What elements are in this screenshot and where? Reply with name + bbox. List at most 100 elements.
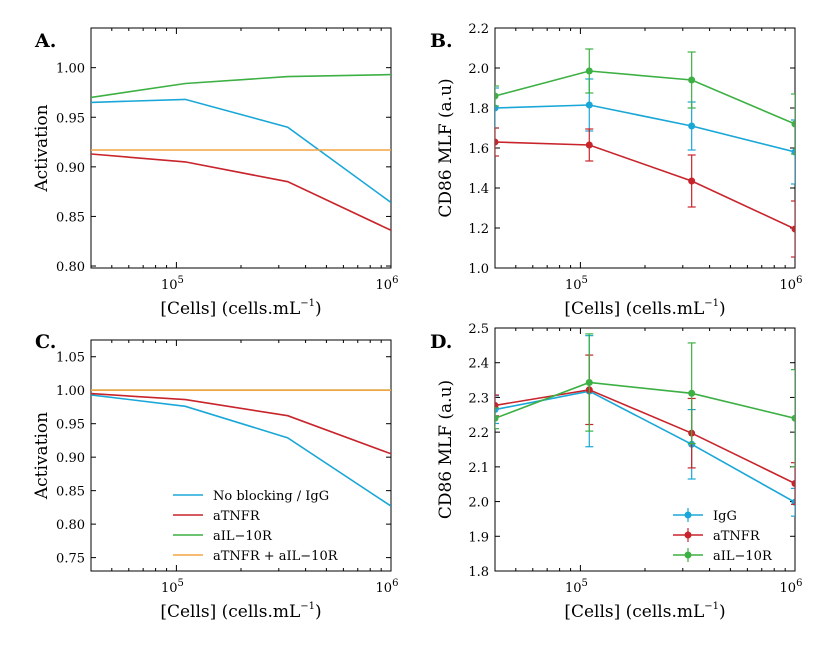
y-tick-label: 1.8 bbox=[468, 102, 489, 117]
legend-item: aIL−10R bbox=[173, 529, 273, 544]
x-axis-label: [Cells] (cells.mL−1) bbox=[564, 298, 725, 319]
x-axis-label: [Cells] (cells.mL−1) bbox=[160, 601, 321, 622]
data-point bbox=[791, 480, 795, 488]
x-axis-label-exp: −1 bbox=[300, 601, 315, 612]
legend-label: aTNFR + aIL−10R bbox=[213, 549, 339, 564]
x-axis-label-tail: ) bbox=[315, 299, 322, 319]
data-point bbox=[585, 141, 593, 149]
x-tick-base: 10 bbox=[780, 278, 797, 293]
series-line bbox=[91, 392, 391, 455]
legend-label: aTNFR bbox=[213, 509, 261, 524]
x-tick-base: 10 bbox=[565, 278, 582, 293]
legend-item: aTNFR bbox=[673, 528, 761, 544]
series-line bbox=[91, 153, 391, 232]
data-point bbox=[688, 122, 696, 130]
x-tick-exponent: 6 bbox=[796, 578, 802, 589]
y-tick-label: 1.6 bbox=[468, 142, 489, 157]
data-point bbox=[791, 225, 795, 233]
plot-area bbox=[91, 389, 391, 507]
series-line bbox=[495, 70, 795, 125]
x-tick-label: 106 bbox=[780, 578, 803, 596]
panel-label: A. bbox=[34, 30, 56, 52]
x-axis-label-exp: −1 bbox=[704, 298, 719, 309]
x-axis-label-exp: −1 bbox=[300, 298, 315, 309]
series-ail-10r bbox=[91, 73, 391, 99]
series-line bbox=[495, 388, 795, 485]
plot-area bbox=[495, 333, 795, 517]
y-tick-label: 1.05 bbox=[56, 351, 85, 366]
legend-item: aTNFR bbox=[173, 509, 261, 524]
x-axis-label-tail: ) bbox=[315, 602, 322, 622]
plot-area bbox=[495, 48, 795, 258]
y-tick-label: 1.00 bbox=[56, 384, 85, 399]
legend: IgG aTNFR aIL−10R bbox=[673, 508, 773, 564]
x-tick-label: 105 bbox=[161, 275, 184, 293]
y-tick-label: 2.2 bbox=[468, 22, 489, 37]
y-tick-label: 0.90 bbox=[56, 451, 85, 466]
x-axis-label: [Cells] (cells.mL−1) bbox=[160, 298, 321, 319]
legend-label: aIL−10R bbox=[213, 529, 273, 544]
x-tick-label: 106 bbox=[376, 578, 399, 596]
x-tick-label: 105 bbox=[161, 578, 184, 596]
y-axis-label: CD86 MLF (a.u) bbox=[436, 78, 456, 217]
x-tick-exponent: 6 bbox=[392, 578, 398, 589]
series-no-blocking-igg bbox=[91, 98, 391, 204]
x-tick-exponent: 6 bbox=[392, 275, 398, 286]
data-point bbox=[495, 401, 499, 409]
data-point bbox=[495, 414, 499, 422]
series-line bbox=[495, 104, 795, 153]
y-tick-label: 1.2 bbox=[468, 222, 489, 237]
y-tick-label: 0.85 bbox=[56, 485, 85, 500]
series-line bbox=[91, 394, 391, 507]
x-tick-base: 10 bbox=[565, 581, 582, 596]
x-tick-label: 105 bbox=[565, 578, 588, 596]
y-axis-label: Activation bbox=[32, 104, 52, 192]
legend-item: aTNFR + aIL−10R bbox=[173, 549, 339, 564]
y-tick-label: 2.3 bbox=[468, 391, 489, 406]
x-axis-label-tail: ) bbox=[719, 602, 726, 622]
series-ail-10r bbox=[495, 333, 795, 468]
panel-label: C. bbox=[35, 331, 56, 353]
series-atnfr bbox=[91, 153, 391, 232]
x-tick-exponent: 5 bbox=[581, 578, 587, 589]
y-tick-label: 1.8 bbox=[468, 565, 489, 580]
series-atnfr bbox=[91, 392, 391, 455]
y-tick-label: 0.95 bbox=[56, 111, 85, 126]
y-tick-label: 1.00 bbox=[56, 62, 85, 77]
data-point bbox=[791, 414, 795, 422]
legend-item: IgG bbox=[673, 508, 737, 524]
x-axis-label: [Cells] (cells.mL−1) bbox=[564, 601, 725, 622]
series-atnfr bbox=[495, 127, 795, 258]
legend: No blocking / IgG aTNFR aIL−10R aTNFR + aIL… bbox=[173, 489, 339, 564]
legend-item: aIL−10R bbox=[673, 548, 773, 564]
y-tick-label: 0.95 bbox=[56, 418, 85, 433]
y-tick-label: 2.5 bbox=[468, 322, 489, 337]
plot-area bbox=[91, 73, 391, 232]
x-tick-exponent: 6 bbox=[796, 275, 802, 286]
y-tick-label: 1.0 bbox=[468, 262, 489, 277]
series-line bbox=[91, 73, 391, 99]
series-igg bbox=[495, 78, 795, 185]
y-axis-label: Activation bbox=[32, 412, 52, 500]
y-tick-label: 0.90 bbox=[56, 161, 85, 176]
legend-label: No blocking / IgG bbox=[213, 489, 329, 504]
data-point bbox=[495, 138, 499, 146]
data-point bbox=[585, 101, 593, 109]
y-tick-label: 1.9 bbox=[468, 530, 489, 545]
y-tick-label: 2.2 bbox=[468, 426, 489, 441]
x-axis-label-main: [Cells] (cells.mL bbox=[564, 602, 704, 622]
x-tick-exponent: 5 bbox=[177, 275, 183, 286]
series-atnfr bbox=[495, 354, 795, 505]
x-tick-exponent: 5 bbox=[177, 578, 183, 589]
legend-label: aIL−10R bbox=[713, 549, 773, 564]
y-tick-label: 0.80 bbox=[56, 260, 85, 275]
x-axis-label-main: [Cells] (cells.mL bbox=[160, 602, 300, 622]
series-line bbox=[91, 98, 391, 204]
plot-frame bbox=[90, 27, 392, 269]
y-tick-label: 0.85 bbox=[56, 210, 85, 225]
